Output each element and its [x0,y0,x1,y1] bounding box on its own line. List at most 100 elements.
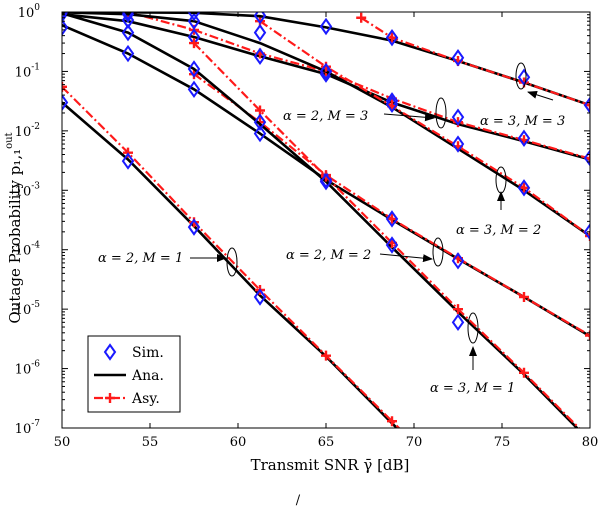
legend-item-black-solid: Ana. [94,368,164,384]
series-3-simulation-marker [583,149,590,167]
series-5-simulation-marker [583,223,590,241]
x-tick-label: 80 [582,435,598,450]
series-1-asymptotic-marker [387,416,397,427]
annotation-ellipse [432,237,444,267]
x-tick-label: 55 [142,435,159,450]
series-1-asymptotic-marker [321,350,331,361]
y-tick-exponent: 0 [34,3,40,13]
annotations: α = 2, M = 1 α = 2, M = 2 α = 2, M = 3 α = … [98,62,565,396]
series-3-simulation-marker [517,129,531,148]
series-4-asymptotic-marker [453,304,463,315]
series-1-simulation-marker [62,93,69,112]
series-3-simulation-marker [253,47,267,65]
x-tick-label: 70 [406,435,423,450]
series-6-simulation-marker [583,96,590,114]
annotation-label: α = 3, M = 1 [430,381,515,396]
y-tick-base: 10 [18,6,35,21]
annotation-label: α = 3, M = 2 [456,223,541,238]
annotation-ellipse [435,97,447,129]
annotation-4: α = 3, M = 1 [430,312,515,396]
series-5-simulation-marker [253,23,267,42]
y-tick-base: 10 [15,244,32,259]
series-3-simulation-marker [451,108,465,126]
series-6-asymptotic-marker [585,100,590,111]
legend-asy-marker [105,393,115,403]
series-6-simulation-marker [451,49,465,67]
y-tick-label: 100 [18,3,41,21]
series-6-simulation-marker [385,28,399,47]
y-tick-base: 10 [15,184,32,199]
legend: Sim. Ana. Asy. [87,335,181,413]
series-6-simulation-marker [319,17,333,36]
series-5-asymptotic-line [259,20,590,237]
y-tick-label: 10-5 [15,300,41,318]
series-6-simulation-marker [187,12,201,22]
series-4-simulation-marker [187,60,201,78]
series-5-asymptotic-marker [585,231,590,242]
series-1-simulation-marker [253,288,267,306]
y-axis-title-group: Outage Probability p₁,₁out [4,132,24,323]
series-5-simulation-marker [451,135,465,153]
series-4-analytical-line [62,12,579,428]
legend-item-red-dashdot-plus: Asy. [94,391,160,407]
series-2-simulation-marker [385,210,399,228]
annotation-label: α = 3, M = 3 [480,114,565,129]
y-tick-label: 10-4 [15,241,41,259]
series-5-simulation-marker [187,12,201,30]
x-tick-label: 50 [54,435,71,450]
series-2-simulation-marker [253,124,267,143]
legend-label: Ana. [131,368,164,384]
x-axis-title: Transmit SNR γ̄ [dB] [251,456,410,474]
legend-label: Sim. [132,345,164,361]
y-tick-exponent: -3 [31,181,40,191]
y-tick-base: 10 [15,422,32,437]
series-4-simulation-marker [385,236,399,254]
axis-ticks: 50 55 60 65 70 75 8010010-110-210-310-410-510-… [15,3,598,450]
legend-item-blue-diamond: Sim. [103,343,164,361]
annotation-label: α = 2, M = 1 [98,251,183,266]
annotation-label: α = 2, M = 2 [286,248,371,263]
y-tick-label: 10-7 [15,419,41,437]
y-axis-title-text: Outage Probability p₁,₁ [6,149,24,324]
series-4-simulation-marker [319,172,333,191]
legend-sim-marker [103,343,117,361]
annotation-ellipse [467,312,479,344]
y-tick-exponent: -7 [31,419,40,429]
annotation-2: α = 2, M = 2 [286,237,444,267]
series-6-asymptotic-marker [387,32,397,43]
y-tick-base: 10 [15,363,32,378]
x-tick-label: 60 [230,435,247,450]
annotation-1: α = 2, M = 1 [98,247,238,277]
y-tick-exponent: -2 [31,122,40,132]
annotation-ellipse [226,247,238,277]
series-2-simulation-marker [62,18,69,37]
series-6-simulation-marker [517,68,531,86]
series-4-asymptotic-marker [189,38,199,49]
series-2-simulation-marker [121,44,135,63]
y-tick-exponent: -5 [31,300,40,310]
annotation-6: α = 3, M = 3 [480,62,565,129]
y-tick-label: 10-6 [15,360,41,378]
y-tick-exponent: -4 [31,241,40,251]
y-tick-base: 10 [15,65,32,80]
series-3-asymptotic-line [127,12,590,160]
annotation-ellipse [515,62,527,90]
y-tick-base: 10 [15,303,32,318]
series-2-simulation-marker [451,252,465,270]
annotation-arrow [383,113,435,122]
series-5-simulation-marker [385,95,399,114]
annotation-arrow [527,90,554,101]
series-group [62,12,590,428]
series-4-asymptotic-marker [519,367,529,378]
series-4-simulation-marker [451,313,465,332]
series-2-asymptotic-marker [585,330,590,341]
annotation-arrow [379,253,433,263]
series-5-simulation-marker [121,12,135,23]
y-tick-base: 10 [15,125,32,140]
series-2-simulation-marker [187,80,201,99]
y-tick-exponent: -6 [31,360,40,370]
series-5-simulation-marker [517,179,531,197]
series-1-simulation-marker [121,152,135,170]
